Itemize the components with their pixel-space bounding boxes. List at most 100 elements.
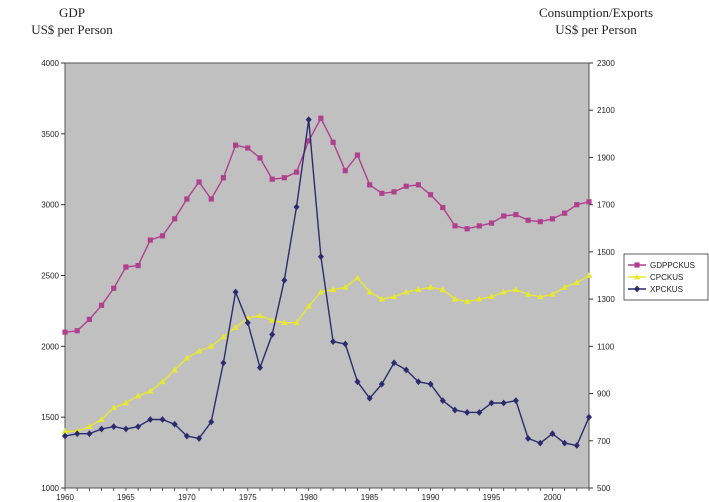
data-point-cpckus: [98, 416, 105, 422]
data-point-cpckus: [61, 427, 69, 434]
data-point-gdppckus: [427, 192, 434, 198]
x-tick-label: 1975: [239, 493, 257, 502]
data-point-xpckus: [281, 276, 288, 284]
data-point-gdppckus: [135, 262, 141, 269]
data-point-xpckus: [147, 416, 154, 423]
data-point-gdppckus: [318, 115, 324, 121]
data-point-xpckus: [512, 397, 519, 405]
right-tick-label: 1500: [597, 248, 615, 257]
data-point-xpckus: [439, 397, 446, 405]
x-tick-label: 1970: [178, 493, 196, 502]
data-point-cpckus: [524, 290, 532, 297]
data-point-xpckus: [244, 319, 251, 327]
data-point-xpckus: [305, 116, 312, 124]
data-point-xpckus: [208, 418, 215, 426]
right-tick-label: 1900: [597, 153, 615, 162]
x-tick-label: 2000: [544, 493, 562, 502]
data-point-cpckus: [256, 312, 264, 319]
data-point-cpckus: [585, 272, 593, 278]
left-tick-label: 1000: [41, 484, 59, 493]
data-point-xpckus: [317, 253, 324, 261]
data-point-gdppckus: [281, 175, 287, 181]
data-point-gdppckus: [293, 169, 300, 175]
x-axis: 1960 1965 1970 1975 1980 1985 1990 1995 2000: [56, 488, 590, 502]
data-point-xpckus: [366, 394, 373, 402]
data-point-gdppckus: [342, 168, 348, 174]
data-point-xpckus: [293, 203, 300, 211]
left-axis-title-line2: US$ per Person: [31, 22, 113, 37]
data-point-xpckus: [135, 423, 142, 431]
left-tick-label: 1500: [41, 413, 59, 422]
left-tick-label: 4000: [41, 59, 59, 68]
data-point-gdppckus: [62, 329, 68, 335]
data-point-gdppckus: [440, 204, 446, 211]
data-point-xpckus: [500, 399, 507, 407]
data-point-xpckus: [354, 378, 361, 386]
data-point-cpckus: [500, 288, 507, 295]
data-point-gdppckus: [111, 285, 117, 291]
data-point-cpckus: [183, 354, 191, 361]
data-point-xpckus: [451, 406, 458, 414]
data-point-gdppckus: [147, 237, 153, 243]
data-point-gdppckus: [330, 139, 336, 145]
data-point-cpckus: [342, 283, 349, 290]
data-point-gdppckus: [74, 328, 80, 334]
data-point-cpckus: [317, 288, 325, 295]
data-point-gdppckus: [306, 138, 312, 144]
data-point-gdppckus: [196, 179, 202, 185]
data-point-cpckus: [390, 293, 398, 300]
right-tick-label: 700: [597, 437, 611, 446]
data-point-cpckus: [561, 283, 568, 290]
data-point-cpckus: [488, 293, 495, 300]
data-point-xpckus: [537, 439, 544, 447]
data-point-gdppckus: [464, 226, 470, 232]
data-point-cpckus: [573, 279, 581, 285]
data-point-cpckus: [208, 342, 215, 349]
data-point-xpckus: [476, 409, 483, 416]
legend: GDPPCKUS CPCKUS XPCKUS: [623, 253, 709, 301]
data-point-gdppckus: [574, 202, 580, 208]
left-tick-label: 3500: [41, 130, 59, 139]
data-point-gdppckus: [245, 145, 251, 151]
data-point-cpckus: [86, 423, 93, 430]
data-point-gdppckus: [562, 210, 568, 216]
left-axis-title-line1: GDP: [59, 5, 85, 20]
data-point-xpckus: [269, 331, 276, 338]
data-point-cpckus: [159, 378, 166, 385]
data-point-gdppckus: [257, 155, 263, 161]
data-point-xpckus: [586, 413, 592, 421]
data-point-cpckus: [427, 283, 434, 290]
data-point-gdppckus: [86, 316, 92, 323]
left-tick-label: 2500: [41, 272, 59, 281]
data-point-gdppckus: [172, 216, 178, 222]
data-point-xpckus: [403, 366, 410, 374]
data-point-xpckus: [74, 430, 81, 438]
data-point-gdppckus: [379, 190, 385, 196]
data-point-xpckus: [330, 338, 337, 346]
data-point-cpckus: [329, 286, 337, 293]
data-point-gdppckus: [525, 217, 531, 223]
data-point-xpckus: [549, 430, 556, 438]
data-point-gdppckus: [501, 213, 507, 219]
data-point-cpckus: [463, 298, 471, 304]
data-point-gdppckus: [415, 182, 421, 188]
data-point-gdppckus: [488, 220, 495, 226]
data-point-gdppckus: [391, 189, 397, 195]
right-tick-label: 500: [597, 484, 611, 493]
data-point-xpckus: [183, 432, 190, 440]
data-point-cpckus: [134, 392, 142, 399]
data-point-cpckus: [476, 295, 483, 302]
data-point-xpckus: [98, 425, 105, 433]
x-tick-label: 1990: [422, 493, 440, 502]
right-tick-label: 2100: [597, 106, 615, 115]
data-point-cpckus: [512, 286, 520, 293]
data-point-gdppckus: [233, 142, 239, 148]
data-point-cpckus: [110, 404, 117, 411]
data-point-xpckus: [391, 359, 398, 367]
right-tick-label: 1100: [597, 342, 615, 351]
data-point-xpckus: [525, 435, 532, 442]
legend-marker-xpckus: [634, 285, 640, 293]
data-point-cpckus: [451, 295, 459, 302]
data-point-cpckus: [354, 274, 361, 281]
